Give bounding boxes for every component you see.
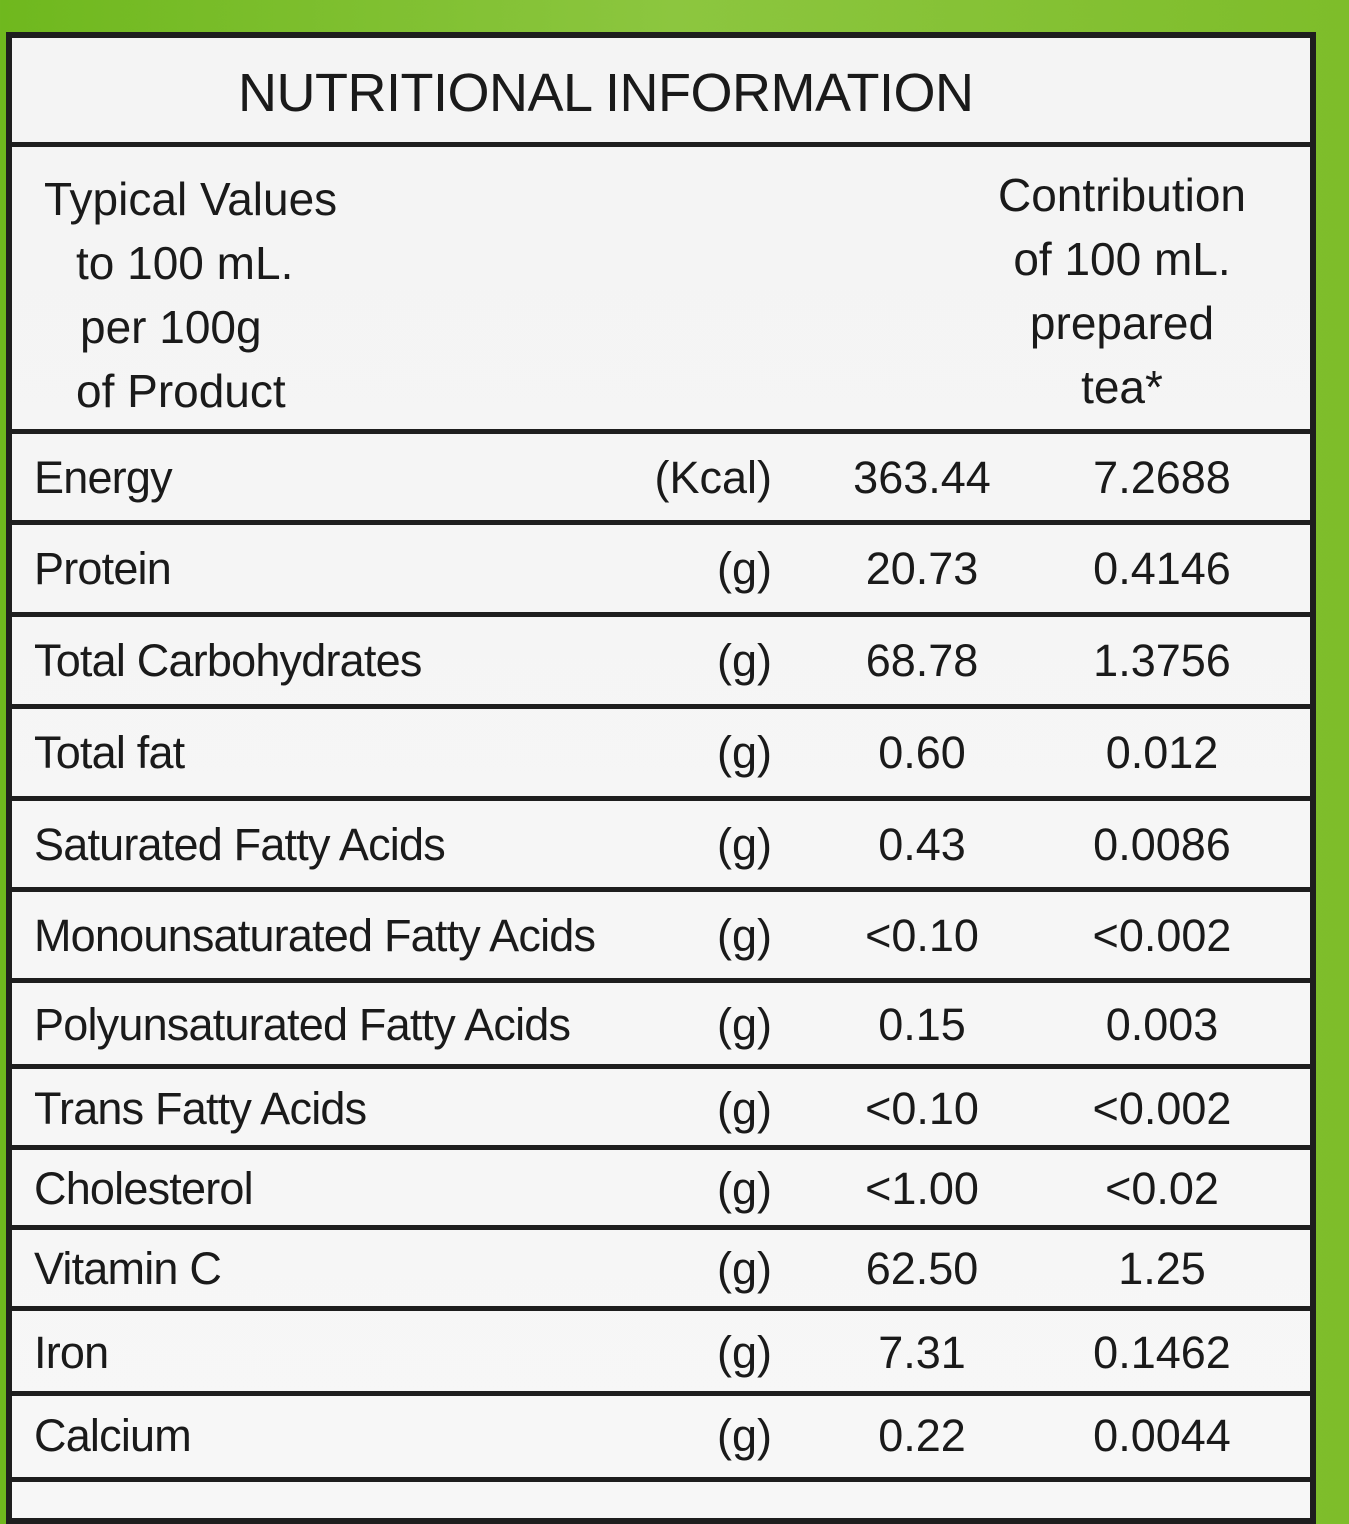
value-per-100g: 0.60 [878, 727, 966, 778]
nutrient-row-cholesterol: Cholesterol (g) <1.00 <0.02 [12, 1150, 1310, 1230]
nutrient-unit: (g) [717, 910, 772, 961]
value-per-100ml: 7.2688 [1093, 452, 1231, 503]
value-per-100g: 68.78 [865, 635, 979, 686]
nutrient-unit: (g) [717, 999, 772, 1050]
nutrient-row-saturated-fatty-acids: Saturated Fatty Acids (g) 0.43 0.0086 [12, 801, 1310, 892]
header-right-line-4: tea* [1081, 361, 1163, 413]
table-title: NUTRITIONAL INFORMATION [238, 63, 974, 123]
value-per-100ml: <0.02 [1105, 1163, 1219, 1214]
value-per-100g: 0.22 [878, 1410, 966, 1461]
nutrient-row-monounsaturated-fatty-acids: Monounsaturated Fatty Acids (g) <0.10 <0… [12, 892, 1310, 983]
value-per-100ml: <0.002 [1092, 910, 1232, 961]
value-per-100ml: 0.4146 [1093, 543, 1231, 594]
nutrient-name: Calcium [34, 1410, 192, 1461]
nutrient-name: Total Carbohydrates [34, 635, 422, 686]
nutrient-row-protein: Protein (g) 20.73 0.4146 [12, 525, 1310, 617]
nutrient-unit: (g) [717, 543, 772, 594]
value-per-100ml: 0.0086 [1093, 819, 1231, 870]
nutrient-row-total-fat: Total fat (g) 0.60 0.012 [12, 709, 1310, 801]
nutrient-row-calcium: Calcium (g) 0.22 0.0044 [12, 1396, 1310, 1482]
value-per-100g: 0.15 [878, 999, 966, 1050]
nutrient-unit: (g) [717, 1410, 772, 1461]
nutrient-name: Cholesterol [34, 1163, 254, 1214]
nutrient-row-polyunsaturated-fatty-acids: Polyunsaturated Fatty Acids (g) 0.15 0.0… [12, 983, 1310, 1069]
title-row: NUTRITIONAL INFORMATION [12, 38, 1310, 147]
nutrient-name: Energy [34, 452, 173, 503]
nutrient-unit: (g) [717, 1163, 772, 1214]
value-per-100ml: 0.1462 [1093, 1327, 1231, 1378]
header-right-line-3: prepared [1029, 297, 1215, 349]
nutrient-name: Saturated Fatty Acids [34, 819, 446, 870]
nutrient-unit: (g) [717, 1083, 772, 1134]
value-per-100g: 7.31 [878, 1327, 966, 1378]
value-per-100ml: 1.3756 [1093, 635, 1231, 686]
value-per-100ml: 0.012 [1105, 727, 1219, 778]
nutrient-row-total-carbohydrates: Total Carbohydrates (g) 68.78 1.3756 [12, 617, 1310, 709]
nutrient-unit: (Kcal) [654, 452, 772, 503]
nutrient-name: Total fat [34, 727, 185, 778]
nutrient-unit: (g) [717, 1243, 772, 1294]
nutrient-unit: (g) [717, 635, 772, 686]
nutrient-name: Trans Fatty Acids [34, 1083, 367, 1134]
header-right-line-1: Contribution [997, 169, 1247, 221]
nutrition-panel: NUTRITIONAL INFORMATION Typical Values t… [6, 32, 1316, 1524]
nutrient-name: Iron [34, 1327, 109, 1378]
value-per-100g: 62.50 [865, 1243, 979, 1294]
header-left-line-3: per 100g [80, 301, 262, 353]
nutrient-row-trans-fatty-acids: Trans Fatty Acids (g) <0.10 <0.002 [12, 1069, 1310, 1150]
nutrient-name: Polyunsaturated Fatty Acids [34, 999, 571, 1050]
nutrient-name: Monounsaturated Fatty Acids [34, 910, 596, 961]
nutrient-name: Protein [34, 543, 172, 594]
value-per-100ml: <0.002 [1092, 1083, 1232, 1134]
value-per-100ml: 1.25 [1118, 1243, 1206, 1294]
header-left-line-4: of Product [76, 365, 286, 417]
value-per-100g: <0.10 [865, 1083, 979, 1134]
nutrient-row-iron: Iron (g) 7.31 0.1462 [12, 1311, 1310, 1396]
value-per-100ml: 0.003 [1105, 999, 1219, 1050]
nutrient-unit: (g) [717, 727, 772, 778]
value-per-100g: <1.00 [865, 1163, 979, 1214]
header-left-line-2: to 100 mL. [76, 237, 294, 289]
column-header-row: Typical Values to 100 mL. per 100g of Pr… [12, 147, 1310, 434]
nutrient-unit: (g) [717, 819, 772, 870]
header-right-line-2: of 100 mL. [1013, 233, 1231, 285]
value-per-100g: <0.10 [865, 910, 979, 961]
nutrient-name: Vitamin C [34, 1243, 222, 1294]
value-per-100ml: 0.0044 [1093, 1410, 1231, 1461]
nutrient-row-vitamin-c: Vitamin C (g) 62.50 1.25 [12, 1230, 1310, 1311]
value-per-100g: 363.44 [853, 452, 991, 503]
header-left-line-1: Typical Values [44, 173, 338, 225]
value-per-100g: 20.73 [865, 543, 979, 594]
nutrient-unit: (g) [717, 1327, 772, 1378]
value-per-100g: 0.43 [878, 819, 966, 870]
nutrient-row-energy: Energy (Kcal) 363.44 7.2688 [12, 434, 1310, 525]
